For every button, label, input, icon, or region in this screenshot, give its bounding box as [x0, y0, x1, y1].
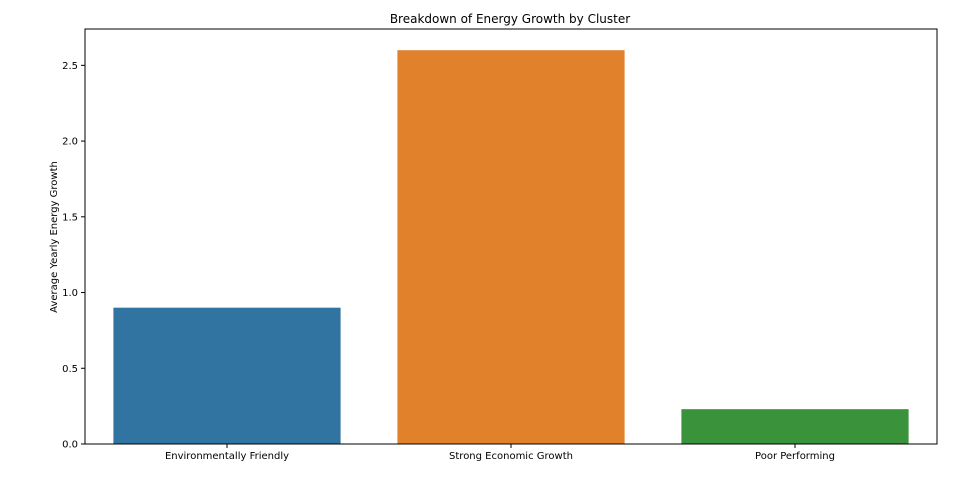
y-tick-label-4: 2.0	[62, 137, 78, 148]
y-tick-label-3: 1.5	[62, 212, 78, 223]
chart-title: Breakdown of Energy Growth by Cluster	[390, 12, 630, 26]
x-tick-label-0: Environmentally Friendly	[165, 451, 289, 462]
y-tick-label-2: 1.0	[62, 288, 78, 299]
y-axis-label: Average Yearly Energy Growth	[49, 161, 60, 313]
y-tick-label-5: 2.5	[62, 61, 78, 72]
bar-0	[113, 307, 341, 444]
x-axis: Environmentally Friendly Strong Economic …	[165, 444, 835, 462]
x-tick-label-2: Poor Performing	[755, 451, 835, 462]
y-tick-label-1: 0.5	[62, 364, 78, 375]
y-axis: 0.0 0.5 1.0 1.5 2.0 2.5	[62, 61, 85, 451]
y-tick-label-0: 0.0	[62, 440, 78, 451]
bar-1	[397, 50, 625, 445]
bars-group	[113, 50, 909, 445]
bar-2	[681, 409, 909, 444]
x-tick-label-1: Strong Economic Growth	[449, 451, 573, 462]
